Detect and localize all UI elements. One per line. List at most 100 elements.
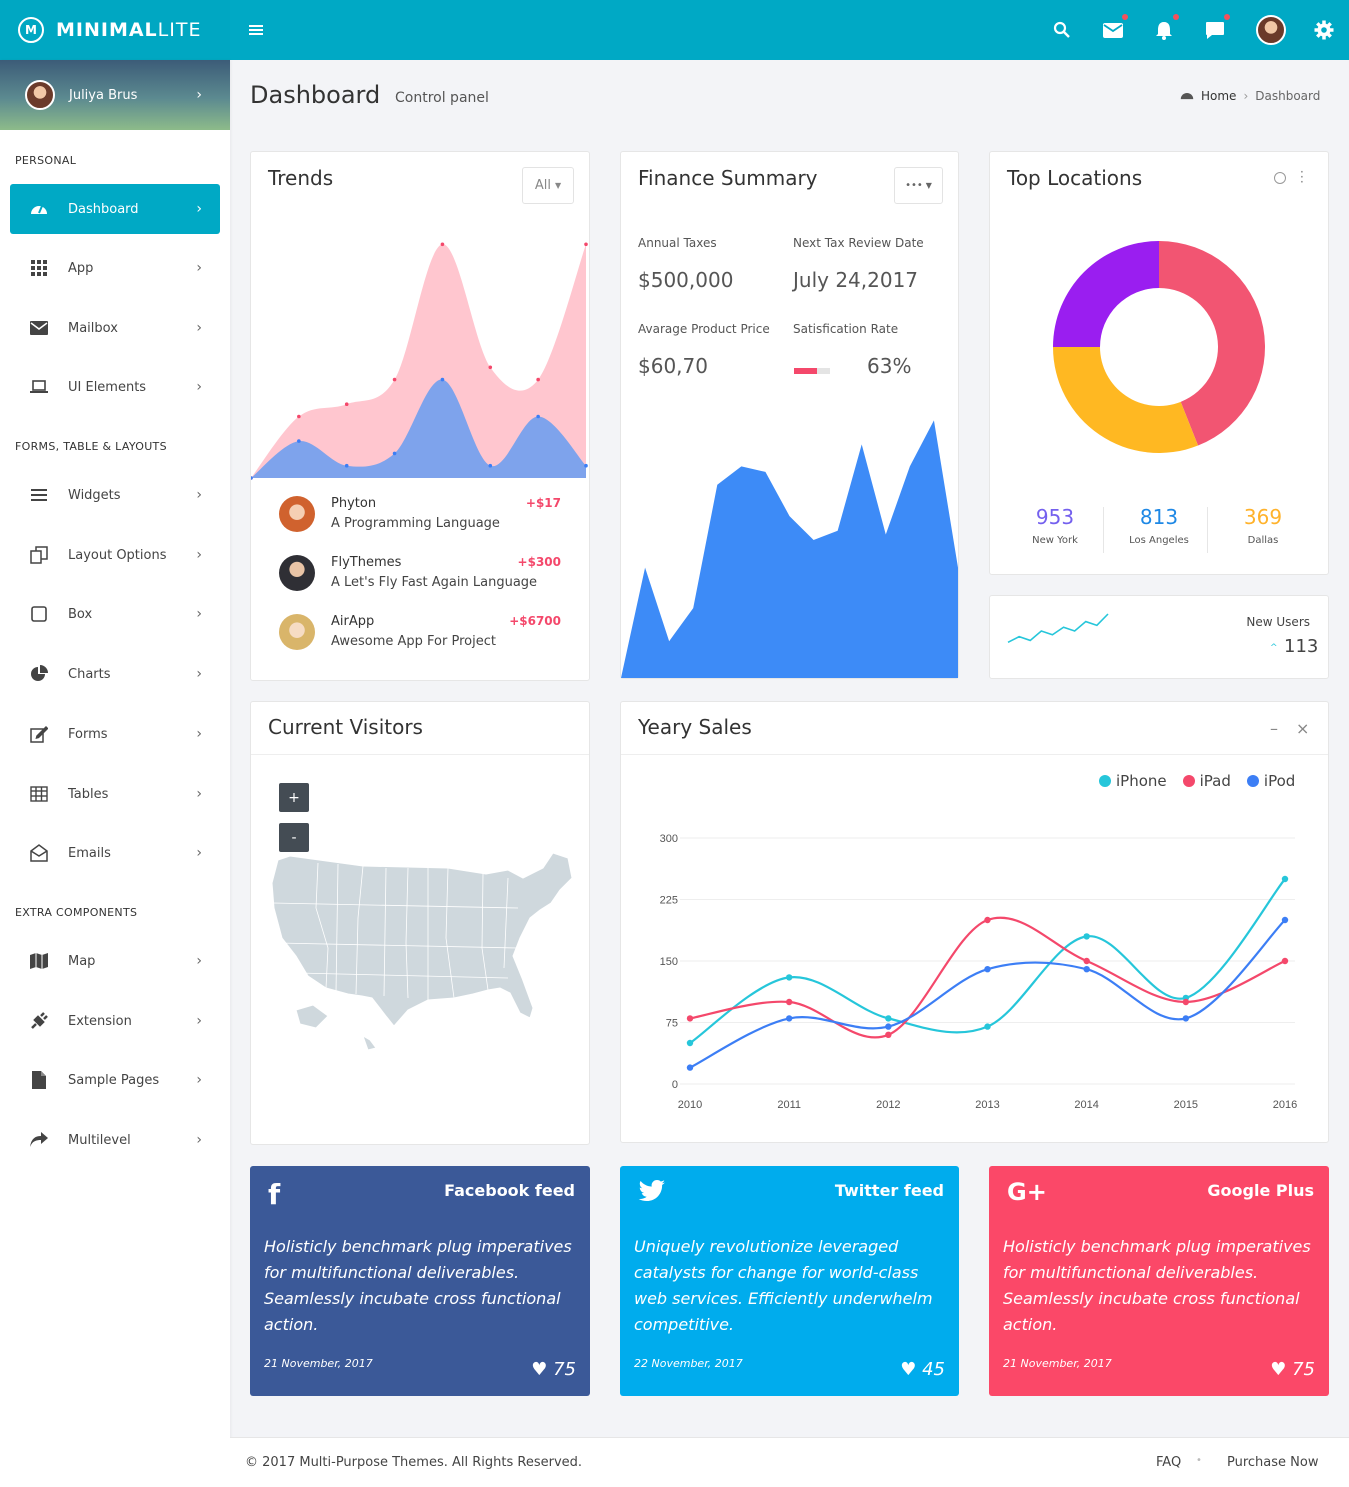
- donut-slice: [1159, 241, 1265, 446]
- file-icon: [30, 1071, 48, 1089]
- legend-dot-icon: [1246, 775, 1259, 787]
- footer-copyright: © 2017 Multi-Purpose Themes. All Rights …: [245, 1455, 583, 1470]
- sidebar-item-charts[interactable]: Charts ›: [10, 649, 220, 699]
- bell-icon[interactable]: [1152, 14, 1179, 42]
- us-map[interactable]: [268, 848, 574, 1053]
- new-users-card: [989, 595, 1329, 679]
- legend-item: iPod: [1246, 772, 1296, 790]
- chat-icon[interactable]: [1203, 14, 1230, 42]
- current-visitors-title: Current Visitors: [268, 715, 423, 739]
- trends-data-point: [440, 377, 445, 382]
- chevron-right-icon: ›: [196, 547, 202, 563]
- breadcrumb-home[interactable]: Home: [1201, 89, 1237, 103]
- data-point: [785, 998, 793, 1006]
- chevron-right-icon: ›: [196, 379, 202, 395]
- envelope-open-icon: [30, 844, 48, 862]
- feed-text: Uniquely revolutionize leveraged catalys…: [634, 1237, 933, 1334]
- sidebar-item-widgets[interactable]: Widgets ›: [10, 470, 220, 520]
- sidebar-item-layout-options[interactable]: Layout Options ›: [10, 530, 220, 580]
- google-plus-feed-card: G+ Google Plus Holisticly benchmark plug…: [989, 1166, 1329, 1396]
- trends-data-point: [392, 377, 397, 382]
- top-avatar[interactable]: [1256, 15, 1286, 45]
- page-title: Dashboard: [250, 81, 381, 109]
- feed-likes[interactable]: ♥ 75: [531, 1359, 576, 1380]
- trends-filter-dropdown[interactable]: All ▼: [522, 167, 574, 204]
- twitter-icon: [638, 1180, 666, 1206]
- footer-link-purchase[interactable]: Purchase Now: [1227, 1455, 1319, 1470]
- arrow-up-icon: ^: [1270, 643, 1278, 653]
- twitter-feed-card: Twitter feed Uniquely revolutionize leve…: [620, 1166, 959, 1396]
- brand-logo[interactable]: M MINIMAL LITE: [0, 0, 230, 60]
- sidebar-item-label: Map: [68, 953, 96, 969]
- data-point: [785, 1015, 793, 1022]
- trends-data-point: [584, 463, 588, 468]
- sidebar-item-map[interactable]: Map ›: [10, 936, 220, 986]
- footer-link-faq[interactable]: FAQ: [1156, 1455, 1182, 1470]
- sidebar-item-app[interactable]: App ›: [10, 243, 220, 293]
- kebab-menu-icon[interactable]: · · ·: [1300, 165, 1304, 189]
- sidebar-item-label: Widgets: [68, 487, 121, 503]
- grid-icon: [30, 259, 48, 277]
- data-point: [1083, 957, 1090, 965]
- sidebar-item-multilevel[interactable]: Multilevel ›: [10, 1115, 220, 1165]
- list-item-desc: Awesome App For Project: [331, 634, 496, 649]
- feed-title: Google Plus: [1207, 1181, 1314, 1200]
- sidebar-user-panel[interactable]: Juliya Brus ›: [0, 60, 230, 130]
- y-tick-label: 300: [660, 833, 678, 845]
- data-point: [885, 1031, 892, 1038]
- list-item-desc: A Let's Fly Fast Again Language: [331, 575, 538, 590]
- satisfaction-progress: [794, 368, 830, 374]
- new-users-value: 113: [1284, 636, 1319, 657]
- avatar: [279, 614, 315, 650]
- sidebar-item-sample-pages[interactable]: Sample Pages ›: [10, 1055, 220, 1105]
- sidebar-item-extension[interactable]: Extension ›: [10, 996, 220, 1046]
- data-point: [686, 1015, 694, 1022]
- sidebar-item-dashboard[interactable]: Dashboard ›: [10, 184, 220, 234]
- minimize-icon[interactable]: –: [1270, 719, 1278, 738]
- legend-label: iPad: [1199, 772, 1231, 790]
- finance-series-area: [621, 420, 958, 678]
- location-stat: 953 New York: [1007, 505, 1103, 546]
- sidebar-section-extra: EXTRA COMPONENTS: [15, 906, 138, 919]
- table-icon: [30, 785, 48, 803]
- gear-icon[interactable]: [1312, 18, 1336, 42]
- trends-data-point: [488, 463, 493, 468]
- refresh-icon[interactable]: [1274, 172, 1286, 184]
- y-tick-label: 225: [660, 895, 678, 907]
- chevron-right-icon: ›: [196, 320, 202, 336]
- tax-review-value: July 24,2017: [793, 268, 919, 292]
- feed-date: 21 November, 2017: [264, 1357, 373, 1370]
- search-icon[interactable]: [1050, 18, 1074, 42]
- brand-name-bold: MINIMAL: [56, 19, 158, 41]
- finance-menu-dropdown[interactable]: ••• ▼: [894, 167, 943, 204]
- x-tick-label: 2012: [876, 1099, 900, 1111]
- donut-slice: [1053, 241, 1159, 347]
- sidebar-item-box[interactable]: Box ›: [10, 589, 220, 639]
- sidebar-item-mailbox[interactable]: Mailbox ›: [10, 303, 220, 353]
- data-point: [1083, 966, 1090, 973]
- dashboard-icon: [30, 200, 48, 218]
- sidebar-item-tables[interactable]: Tables ›: [10, 769, 220, 819]
- feed-likes[interactable]: ♥ 45: [900, 1359, 945, 1380]
- sidebar-item-ui-elements[interactable]: UI Elements ›: [10, 362, 220, 412]
- feed-likes-count: 75: [1292, 1359, 1315, 1380]
- chevron-right-icon: ›: [196, 1013, 202, 1029]
- feed-likes[interactable]: ♥ 75: [1270, 1359, 1315, 1380]
- list-item-name: Phyton: [331, 496, 377, 511]
- y-tick-label: 0: [672, 1079, 678, 1091]
- chevron-right-icon: ›: [196, 953, 202, 969]
- close-icon[interactable]: ×: [1296, 719, 1310, 738]
- map-zoom-in-button[interactable]: +: [279, 783, 309, 812]
- brand-name-light: LITE: [157, 19, 202, 41]
- y-tick-label: 150: [660, 956, 678, 968]
- sidebar-section-forms: FORMS, TABLE & LAYOUTS: [15, 440, 167, 453]
- sidebar-item-forms[interactable]: Forms ›: [10, 709, 220, 759]
- sidebar-item-emails[interactable]: Emails ›: [10, 828, 220, 878]
- legend-label: iPod: [1263, 772, 1296, 790]
- map-zoom-out-button[interactable]: -: [279, 823, 309, 852]
- trends-series-area: [251, 244, 586, 478]
- hamburger-menu-icon[interactable]: [244, 18, 268, 42]
- chevron-right-icon: ›: [196, 87, 202, 103]
- footer: [230, 1437, 1349, 1487]
- mail-icon[interactable]: [1101, 14, 1128, 42]
